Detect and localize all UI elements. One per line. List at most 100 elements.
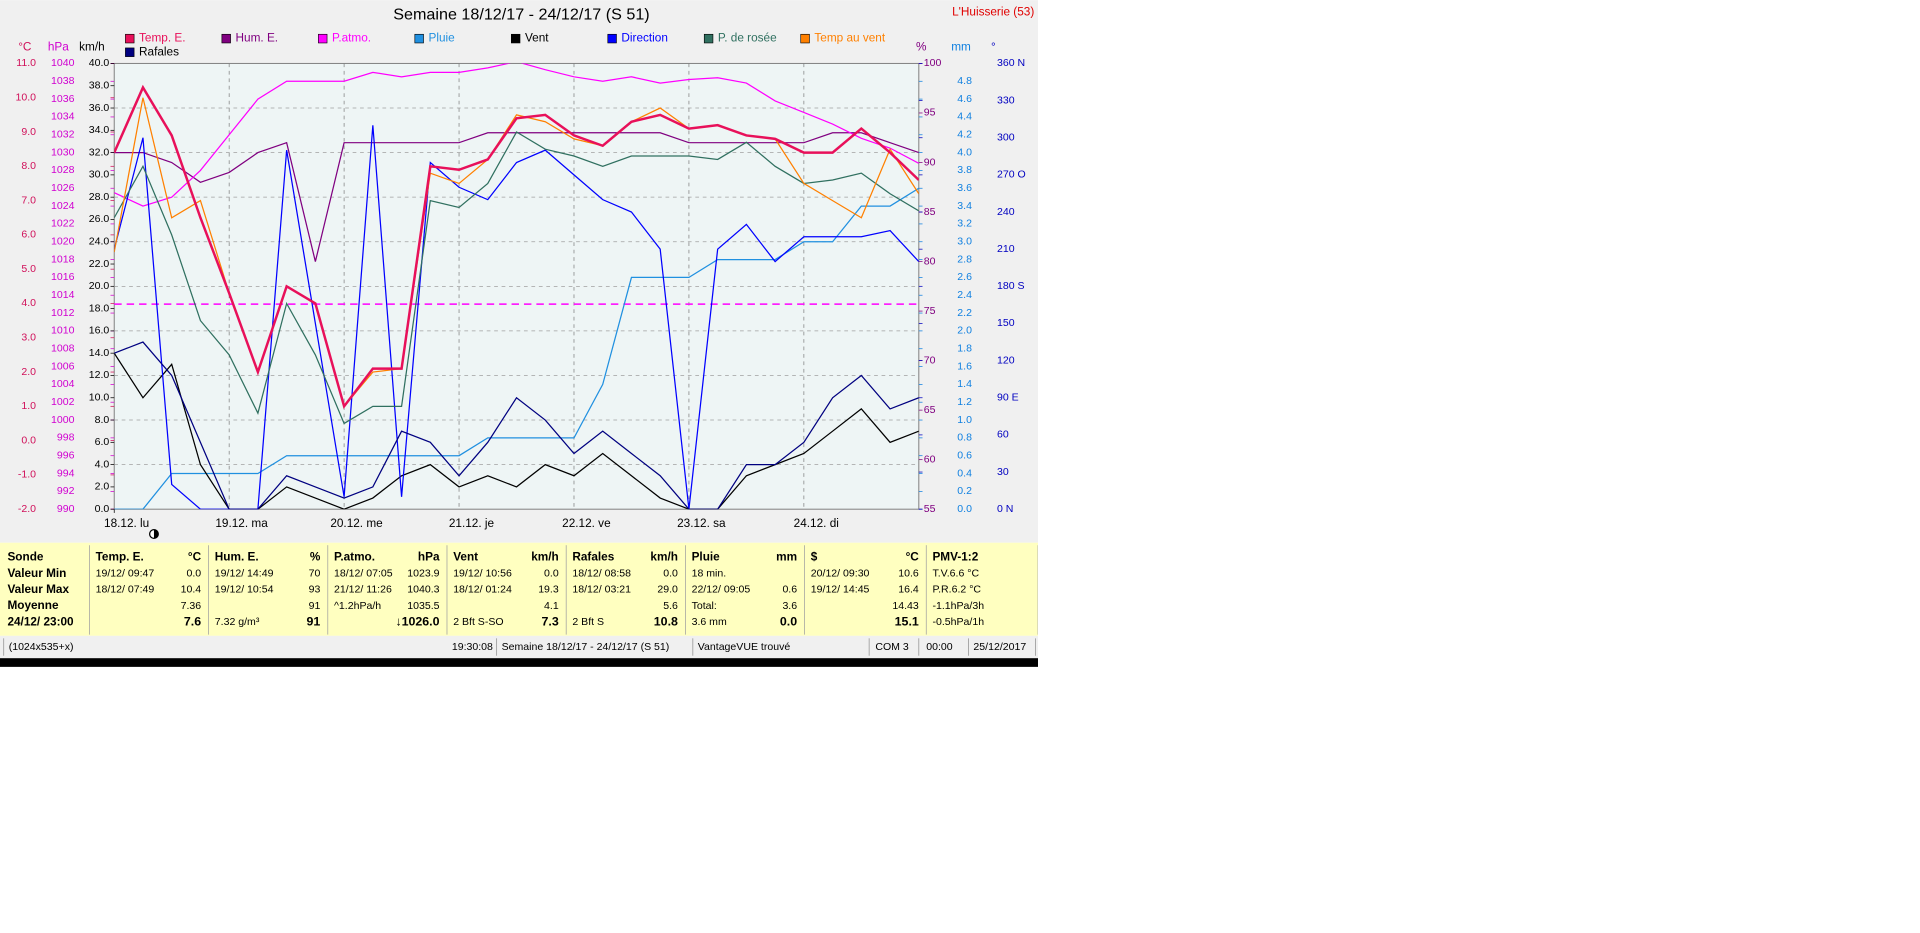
legend-swatch	[414, 33, 424, 44]
cell-text: 2 Bft S	[572, 616, 604, 628]
y-tick-label: 0.0	[95, 503, 110, 515]
y-tick-label: 1008	[51, 343, 75, 355]
y-tick-label: 10.0	[15, 92, 36, 104]
axis-unit: hPa	[48, 40, 69, 53]
y-tick-label: 95	[924, 107, 936, 119]
moon-icon-shade	[153, 529, 159, 539]
column-header: PMV-1:2	[932, 551, 978, 564]
y-tick-label: 1036	[51, 93, 75, 105]
cell-text: 18 min.	[692, 568, 727, 580]
y-tick-label: 3.8	[957, 164, 972, 176]
cell-text: 19/12/ 10:54	[215, 584, 274, 596]
y-tick-label: 85	[924, 206, 936, 218]
y-tick-label: 2.2	[957, 307, 972, 319]
axis-unit: %	[916, 40, 927, 53]
y-tick-label: 120	[997, 354, 1015, 366]
y-tick-label: 34.0	[89, 124, 110, 136]
y-tick-label: 90 E	[997, 392, 1019, 404]
y-tick-label: 40.0	[89, 57, 110, 69]
status-text: VantageVUE trouvé	[698, 641, 791, 653]
cell-text: 18/12/ 07:49	[96, 584, 155, 596]
cell-text: 18/12/ 03:21	[572, 584, 631, 596]
column-header: Hum. E.	[215, 551, 259, 564]
y-tick-label: 270 O	[997, 169, 1026, 181]
column-header: Temp. E.	[96, 551, 144, 564]
column-header: $	[811, 551, 818, 564]
series-line	[114, 125, 919, 510]
y-tick-label: 210	[997, 243, 1015, 255]
y-tick-label: 1014	[51, 289, 75, 301]
cell-value: 0.6	[782, 584, 797, 596]
y-tick-label: 1018	[51, 253, 75, 265]
y-tick-label: -1.0	[18, 469, 36, 481]
status-text: 00:00	[926, 641, 953, 653]
y-tick-label: 1024	[51, 200, 75, 212]
y-tick-label: 1032	[51, 129, 75, 141]
cell-value: 1040.3	[407, 584, 439, 596]
y-tick-label: 0.0	[21, 434, 36, 446]
legend-label: P.atmo.	[332, 32, 371, 45]
series-line	[114, 84, 919, 410]
cell-value: 19.3	[538, 584, 559, 596]
cell-text: 18/12/ 01:24	[453, 584, 512, 596]
series-line	[114, 63, 919, 207]
cell-text: 21/12/ 11:26	[334, 584, 392, 596]
cell-text: Total:	[692, 600, 717, 612]
y-tick-label: 1034	[51, 111, 75, 123]
y-tick-label: 8.0	[21, 160, 36, 172]
legend-label: Direction	[621, 32, 668, 45]
cell-text: 22/12/ 09:05	[692, 584, 751, 596]
cell-text: 19/12/ 14:49	[215, 568, 274, 580]
cell-value: 70	[309, 568, 321, 580]
y-tick-label: 992	[57, 485, 75, 497]
cell-value: 5.6	[663, 600, 678, 612]
y-tick-label: 1.0	[957, 414, 972, 426]
window: Semaine 18/12/17 - 24/12/17 (S 51) L'Hui…	[0, 0, 1038, 667]
y-tick-label: 3.0	[21, 332, 36, 344]
y-tick-label: 240	[997, 206, 1015, 218]
column-unit: km/h	[531, 551, 559, 564]
y-tick-label: 1002	[51, 396, 75, 408]
cell-text: P.R.6.2 °C	[932, 584, 981, 596]
y-tick-label: 1004	[51, 378, 75, 390]
y-tick-label: 0 N	[997, 503, 1013, 515]
y-tick-label: 3.4	[957, 200, 972, 212]
y-tick-label: 7.0	[21, 194, 36, 206]
y-tick-label: 30.0	[89, 169, 110, 181]
y-tick-label: 80	[924, 255, 936, 267]
column-header: Pluie	[692, 551, 721, 564]
chart-title: Semaine 18/12/17 - 24/12/17 (S 51)	[393, 5, 649, 23]
x-tick-label: 21.12. je	[449, 517, 495, 530]
y-tick-label: 2.0	[21, 366, 36, 378]
y-tick-label: 18.0	[89, 302, 110, 314]
row-label: Moyenne	[7, 599, 59, 612]
y-tick-label: 300	[997, 132, 1015, 144]
x-tick-label: 23.12. sa	[677, 517, 726, 530]
table-corner: Sonde	[7, 551, 43, 564]
y-tick-label: 8.0	[95, 414, 110, 426]
y-tick-label: 3.2	[957, 218, 972, 230]
y-tick-label: 330	[997, 94, 1015, 106]
y-tick-label: 3.6	[957, 182, 972, 194]
y-tick-label: 4.2	[957, 129, 972, 141]
y-tick-label: 9.0	[21, 126, 36, 138]
cell-value: 4.1	[544, 600, 559, 612]
cell-value: 91	[307, 614, 321, 628]
cell-value: 0.0	[544, 568, 559, 580]
column-header: P.atmo.	[334, 551, 375, 564]
taskbar-strip	[0, 658, 1038, 667]
cell-text: 18/12/ 08:58	[572, 568, 631, 580]
row-label: Valeur Min	[7, 567, 66, 580]
legend-label: Temp au vent	[814, 32, 885, 45]
cell-text: -1.1hPa/3h	[932, 600, 984, 612]
legend-label: Vent	[525, 32, 549, 45]
y-tick-label: 360 N	[997, 57, 1025, 69]
y-tick-label: 998	[57, 432, 75, 444]
y-tick-label: 90	[924, 156, 936, 168]
y-tick-label: 4.4	[957, 111, 972, 123]
y-tick-label: 6.0	[21, 229, 36, 241]
cell-value: 10.6	[898, 568, 919, 580]
status-text: 19:30:08	[452, 641, 493, 653]
y-tick-label: 0.0	[957, 503, 972, 515]
cell-text: 2 Bft S-SO	[453, 616, 503, 628]
